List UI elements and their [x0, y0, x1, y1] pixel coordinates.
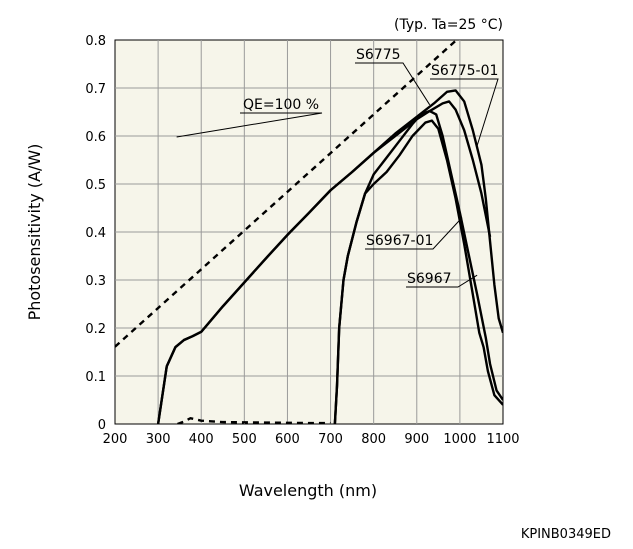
x-tick-label: 600 [275, 432, 300, 447]
label-leader-line [176, 112, 323, 138]
curve-group [115, 40, 503, 424]
curve-label-s6967-01: S6967-01 [366, 233, 433, 249]
y-tick-label: 0.4 [85, 226, 106, 241]
x-axis-ticks: 200 300 400 500 600 700 800 900 1000 1100 [103, 432, 520, 447]
curve-label-qe: QE=100 % [243, 97, 319, 113]
series-line-s6775-01 [156, 100, 492, 424]
y-tick-label: 0.7 [85, 82, 106, 97]
y-tick-label: 0.3 [85, 274, 106, 289]
y-tick-label: 0.6 [85, 130, 106, 145]
x-tick-label: 200 [103, 432, 128, 447]
y-tick-label: 0.2 [85, 322, 106, 337]
y-tick-label: 0 [98, 418, 106, 433]
label-leader-line [406, 274, 478, 288]
label-leader-line [355, 62, 431, 106]
series-line-qe-100 [115, 40, 459, 348]
curve-label-s6775-01: S6775-01 [431, 63, 498, 79]
y-axis-title: Photosensitivity (A/W) [25, 144, 44, 321]
x-tick-label: 1000 [443, 432, 476, 447]
curve-label-s6775: S6775 [356, 47, 401, 63]
y-tick-label: 0.5 [85, 178, 106, 193]
label-leader-lines [176, 62, 499, 288]
curve-label-s6967: S6967 [407, 271, 452, 287]
y-tick-label: 0.8 [85, 34, 106, 49]
x-tick-label: 400 [189, 432, 214, 447]
y-tick-label: 0.1 [85, 370, 106, 385]
x-tick-label: 1100 [486, 432, 519, 447]
label-leader-line [365, 217, 463, 250]
y-axis-ticks: 0 0.1 0.2 0.3 0.4 0.5 0.6 0.7 0.8 [85, 34, 106, 433]
series-line-visible-band [177, 416, 331, 424]
condition-note: (Typ. Ta=25 °C) [394, 17, 503, 33]
x-axis-title: Wavelength (nm) [239, 481, 377, 500]
document-code: KPINB0349ED [521, 527, 611, 542]
label-leader-line [430, 78, 499, 146]
x-tick-label: 800 [361, 432, 386, 447]
x-tick-label: 300 [146, 432, 171, 447]
x-tick-label: 700 [318, 432, 343, 447]
x-tick-label: 900 [404, 432, 429, 447]
x-tick-label: 500 [232, 432, 257, 447]
series-line-s6967 [333, 109, 503, 424]
